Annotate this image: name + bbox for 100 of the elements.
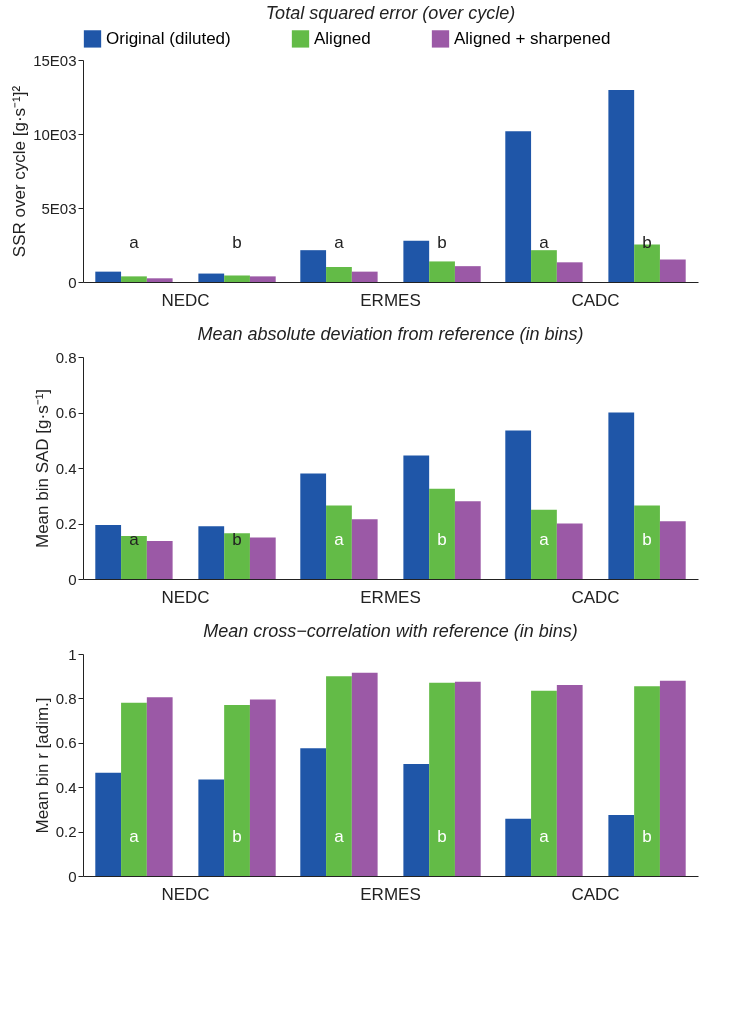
bar	[608, 412, 635, 579]
annotation: b	[232, 530, 242, 549]
y-tick-label: 15E03	[33, 51, 77, 69]
y-tick-label: 0.2	[55, 515, 77, 532]
bar	[454, 266, 481, 282]
annotation: b	[437, 530, 447, 549]
y-axis-title: Mean bin SAD [g·s⁻¹]	[32, 388, 52, 549]
bar	[198, 779, 225, 876]
bar	[300, 250, 327, 282]
bar	[146, 697, 173, 876]
bar	[95, 271, 122, 282]
bar	[454, 681, 481, 876]
bar	[429, 261, 455, 282]
x-tick-label: NEDC	[161, 884, 210, 904]
bar	[249, 537, 276, 579]
bar	[351, 519, 378, 579]
bar	[505, 430, 532, 579]
bar	[634, 686, 660, 876]
y-tick-label: 0.6	[55, 404, 77, 421]
bar	[146, 540, 173, 579]
y-tick-label: 0.4	[55, 778, 77, 796]
bar	[95, 772, 122, 876]
annotation: a	[334, 827, 345, 846]
bar	[403, 763, 430, 876]
annotation: b	[642, 530, 652, 549]
legend-label: Original (diluted)	[106, 28, 231, 48]
bar	[659, 680, 686, 876]
y-tick-label: 0	[68, 273, 77, 291]
y-tick-label: 0	[68, 570, 77, 588]
bar	[608, 814, 635, 876]
chart-title: Total squared error (over cycle)	[265, 3, 516, 23]
annotation: a	[539, 530, 550, 549]
bar	[556, 685, 583, 876]
bar	[505, 131, 532, 282]
bar	[403, 240, 430, 282]
bar	[224, 705, 250, 876]
x-tick-label: ERMES	[360, 587, 421, 607]
annotation: a	[539, 827, 550, 846]
x-tick-label: ERMES	[360, 290, 421, 310]
bar	[531, 509, 557, 579]
bar	[429, 488, 455, 579]
y-tick-label: 0.8	[55, 348, 77, 366]
y-tick-label: 0.2	[55, 823, 77, 841]
x-tick-label: CADC	[571, 290, 620, 310]
annotation: b	[437, 233, 447, 252]
bar	[454, 501, 481, 579]
bar	[224, 533, 250, 579]
x-tick-label: ERMES	[360, 884, 421, 904]
chart-title: Mean cross−correlation with reference (in bins)	[203, 621, 578, 641]
bar	[531, 690, 557, 876]
bar	[556, 523, 583, 579]
bar	[300, 748, 327, 876]
legend-label: Aligned	[314, 28, 371, 48]
bar	[326, 676, 352, 876]
bar	[249, 699, 276, 876]
bar	[608, 90, 635, 282]
bar	[95, 524, 122, 579]
bar	[300, 473, 327, 579]
bar	[351, 672, 378, 876]
y-tick-label: 0.8	[55, 689, 77, 707]
bar	[146, 278, 173, 282]
annotation: a	[129, 530, 140, 549]
annotation: a	[334, 530, 345, 549]
y-axis-title: Mean bin r [adim.]	[32, 697, 52, 834]
x-tick-label: CADC	[571, 884, 620, 904]
annotation: a	[129, 827, 140, 846]
bar	[659, 259, 686, 282]
annotation: b	[232, 827, 242, 846]
annotation: b	[642, 827, 652, 846]
bar	[505, 818, 532, 876]
annotation: a	[129, 233, 140, 252]
bar	[121, 535, 147, 579]
bar	[351, 271, 378, 282]
bar	[121, 702, 147, 876]
y-tick-label: 0	[68, 867, 77, 885]
bar	[634, 505, 660, 579]
bar	[198, 526, 225, 579]
bar	[224, 275, 250, 282]
annotation: a	[334, 233, 345, 252]
annotation: a	[539, 233, 550, 252]
bar	[326, 267, 352, 282]
bar	[249, 276, 276, 282]
annotation: b	[437, 827, 447, 846]
bar	[659, 521, 686, 579]
bar	[198, 273, 225, 282]
y-tick-label: 5E03	[41, 199, 77, 217]
y-tick-label: 0.6	[55, 734, 77, 752]
x-tick-label: NEDC	[161, 587, 210, 607]
y-tick-label: 0.4	[55, 459, 77, 477]
x-tick-label: CADC	[571, 587, 620, 607]
bar	[121, 276, 147, 282]
x-tick-label: NEDC	[161, 290, 210, 310]
legend-label: Aligned + sharpened	[454, 28, 611, 48]
chart-title: Mean absolute deviation from reference (in bins)	[197, 324, 584, 344]
y-tick-label: 10E03	[33, 125, 77, 143]
bar	[531, 250, 557, 282]
y-tick-label: 1	[68, 645, 77, 663]
y-axis-title: SSR over cycle [g·s⁻¹]²	[10, 85, 30, 258]
bar	[556, 262, 583, 282]
annotation: b	[232, 233, 242, 252]
